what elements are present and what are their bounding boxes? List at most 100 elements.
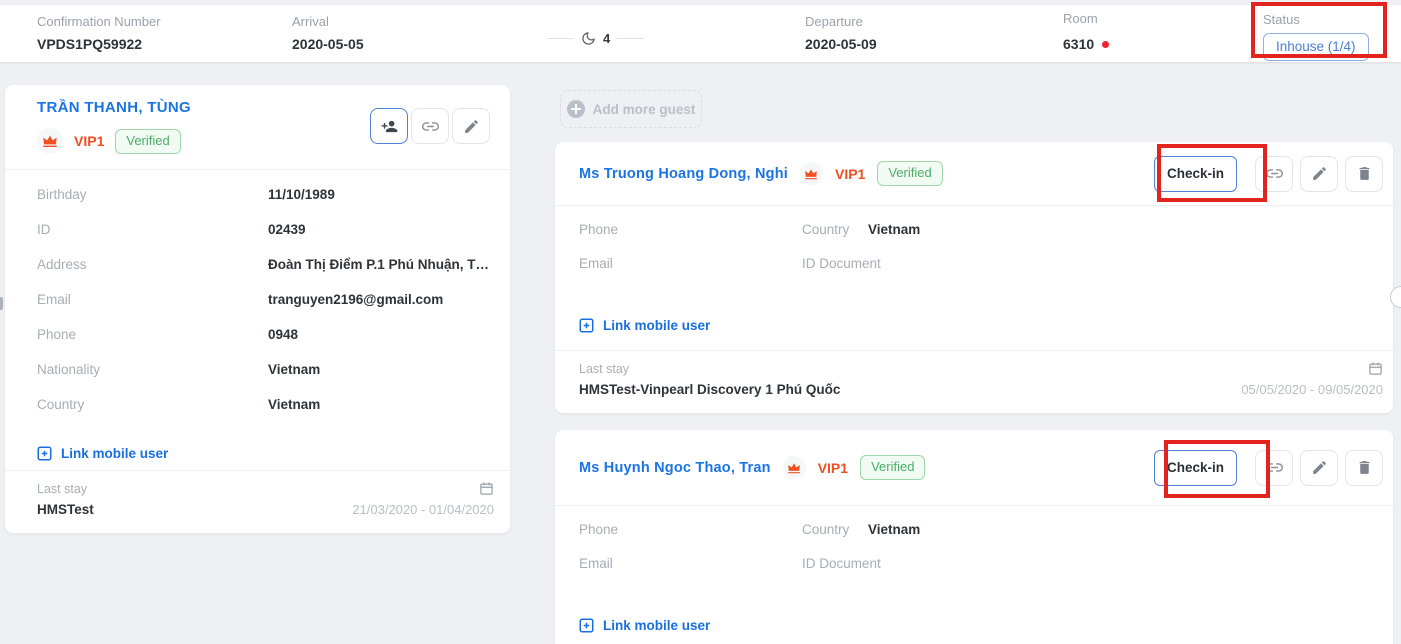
guest-name[interactable]: Ms Truong Hoang Dong, Nghi xyxy=(579,165,788,182)
last-stay-dates: 05/05/2020 - 09/05/2020 xyxy=(1241,382,1383,397)
id-document-label: ID Document xyxy=(802,256,881,271)
field-label: ID xyxy=(37,222,51,237)
last-stay-dates: 21/03/2020 - 01/04/2020 xyxy=(352,502,494,517)
guest-fields: Phone Country Vietnam Email ID Document xyxy=(555,206,1393,290)
link-profile-button[interactable] xyxy=(1255,155,1293,192)
email-label: Email xyxy=(579,256,613,271)
left-edge-mark xyxy=(0,297,3,310)
divider xyxy=(547,38,574,39)
country-value: Vietnam xyxy=(868,522,921,537)
link-mobile-user-label: Link mobile user xyxy=(603,318,711,333)
edit-guest-button[interactable] xyxy=(452,108,490,144)
room-group: Room 6310 xyxy=(1063,11,1110,52)
plus-circle-icon xyxy=(566,100,585,118)
nights-count: 4 xyxy=(603,31,611,46)
field-row-address: Address Đoàn Thị Điểm P.1 Phú Nhuận, TP.… xyxy=(37,257,490,292)
plus-square-icon xyxy=(579,318,594,333)
field-row-nationality: Nationality Vietnam xyxy=(37,362,490,397)
country-label: Country xyxy=(802,222,850,237)
add-accompany-guest-button[interactable] xyxy=(370,108,408,144)
link-icon xyxy=(1265,463,1283,472)
last-stay-label: Last stay xyxy=(579,361,630,376)
divider xyxy=(617,38,645,39)
field-value: Vietnam xyxy=(268,362,321,377)
guest-card: Ms Truong Hoang Dong, Nghi VIP1 Verified… xyxy=(555,142,1393,413)
add-more-guest-button[interactable]: Add more guest xyxy=(560,90,702,128)
arrival-label: Arrival xyxy=(292,14,329,29)
field-value: tranguyen2196@gmail.com xyxy=(268,292,444,307)
id-document-label: ID Document xyxy=(802,556,881,571)
link-mobile-user-link[interactable]: Link mobile user xyxy=(579,618,1393,633)
status-label: Status xyxy=(1263,12,1300,27)
verified-badge: Verified xyxy=(877,161,943,186)
check-in-button[interactable]: Check-in xyxy=(1153,449,1237,486)
confirmation-number-value: VPDS1PQ59922 xyxy=(37,36,143,52)
guest-card: Ms Huynh Ngoc Thao, Tran VIP1 Verified C… xyxy=(555,430,1393,644)
departure-group: Departure 2020-05-09 xyxy=(805,14,877,52)
field-label: Phone xyxy=(37,327,77,342)
room-number: 6310 xyxy=(1063,36,1095,52)
field-row-birthday: Birthday 11/10/1989 xyxy=(37,187,490,222)
link-mobile-user-link[interactable]: Link mobile user xyxy=(37,446,510,461)
plus-square-icon xyxy=(37,446,52,461)
phone-label: Phone xyxy=(579,222,619,237)
arrival-group: Arrival 2020-05-05 xyxy=(292,14,364,52)
guest-header: Ms Truong Hoang Dong, Nghi VIP1 Verified… xyxy=(555,142,1393,206)
primary-guest-name[interactable]: TRẦN THANH, TÙNG xyxy=(37,99,191,116)
delete-guest-button[interactable] xyxy=(1345,155,1383,192)
last-stay-label: Last stay xyxy=(37,481,88,496)
edit-guest-button[interactable] xyxy=(1300,449,1338,486)
vip-crown-icon xyxy=(799,162,823,185)
field-label: Email xyxy=(37,292,71,307)
vip-level-badge: VIP1 xyxy=(834,165,866,182)
guest-fields: Phone Country Vietnam Email ID Document xyxy=(555,506,1393,590)
last-stay-property: HMSTest xyxy=(37,502,94,517)
edit-guest-button[interactable] xyxy=(1300,155,1338,192)
field-row-country: Country Vietnam xyxy=(37,397,490,432)
verified-badge: Verified xyxy=(115,128,181,154)
primary-guest-last-stay: Last stay HMSTest 21/03/2020 - 01/04/202… xyxy=(5,470,510,533)
link-profile-button[interactable] xyxy=(411,108,449,144)
field-row-id: ID 02439 xyxy=(37,222,490,257)
trash-icon xyxy=(1359,461,1369,474)
guest-name[interactable]: Ms Huynh Ngoc Thao, Tran xyxy=(579,459,771,476)
field-label: Address xyxy=(37,257,87,272)
email-label: Email xyxy=(579,556,613,571)
pencil-icon xyxy=(1312,167,1326,180)
vip-level-badge: VIP1 xyxy=(74,133,105,149)
vip-crown-icon xyxy=(782,456,806,479)
primary-guest-fields: Birthday 11/10/1989 ID 02439 Address Đoà… xyxy=(5,170,510,432)
trash-icon xyxy=(1359,167,1369,180)
field-value: Vietnam xyxy=(268,397,321,412)
guest-header: Ms Huynh Ngoc Thao, Tran VIP1 Verified C… xyxy=(555,430,1393,506)
vip-level-badge: VIP1 xyxy=(817,459,849,476)
field-value: Đoàn Thị Điểm P.1 Phú Nhuận, TP. Hồ Ch..… xyxy=(268,257,490,272)
delete-guest-button[interactable] xyxy=(1345,449,1383,486)
room-label: Room xyxy=(1063,11,1098,26)
link-mobile-user-link[interactable]: Link mobile user xyxy=(579,318,1393,333)
vip-crown-icon xyxy=(37,128,63,154)
link-mobile-user-label: Link mobile user xyxy=(61,446,169,461)
field-value: 11/10/1989 xyxy=(268,187,335,202)
phone-label: Phone xyxy=(579,522,619,537)
pencil-icon xyxy=(464,119,478,133)
guest-last-stay: Last stay HMSTest-Vinpearl Discovery 1 P… xyxy=(555,350,1393,413)
field-label: Birthday xyxy=(37,187,87,202)
country-label: Country xyxy=(802,522,850,537)
confirmation-number-group: Confirmation Number VPDS1PQ59922 xyxy=(37,14,161,52)
field-label: Nationality xyxy=(37,362,101,377)
check-in-button[interactable]: Check-in xyxy=(1153,155,1237,192)
status-group: Status Inhouse (1/4) xyxy=(1263,12,1369,61)
link-mobile-user-label: Link mobile user xyxy=(603,618,711,633)
link-icon xyxy=(1265,169,1283,178)
nights-indicator: 4 xyxy=(547,31,645,46)
primary-guest-card: TRẦN THANH, TÙNG VIP1 Verified xyxy=(5,85,510,533)
status-badge[interactable]: Inhouse (1/4) xyxy=(1263,33,1369,61)
arrival-value: 2020-05-05 xyxy=(292,36,364,52)
pencil-icon xyxy=(1312,461,1326,474)
link-profile-button[interactable] xyxy=(1255,449,1293,486)
primary-guest-header: TRẦN THANH, TÙNG VIP1 Verified xyxy=(5,85,510,170)
link-icon xyxy=(421,121,439,131)
field-value: 0948 xyxy=(268,327,299,342)
